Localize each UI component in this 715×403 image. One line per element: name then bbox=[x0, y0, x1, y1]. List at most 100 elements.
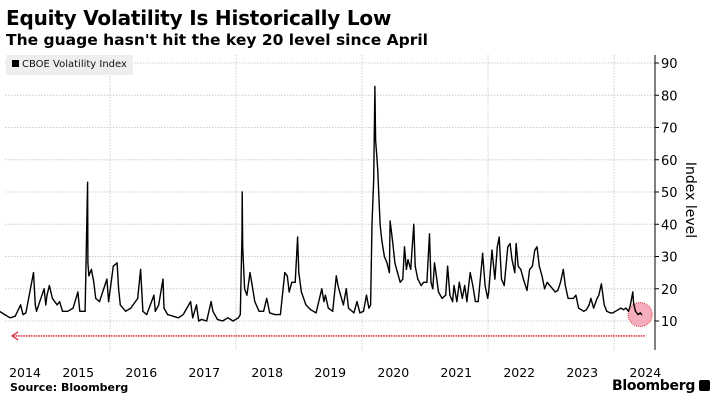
data-point bbox=[381, 239, 383, 241]
highlight-circle bbox=[627, 302, 653, 328]
data-point bbox=[286, 275, 288, 277]
data-point bbox=[572, 297, 574, 299]
data-point bbox=[212, 310, 214, 312]
data-point bbox=[441, 297, 443, 299]
data-point bbox=[629, 304, 632, 306]
data-point bbox=[258, 310, 260, 312]
data-point bbox=[641, 314, 643, 316]
data-point bbox=[634, 310, 637, 312]
data-point bbox=[56, 304, 58, 306]
data-point bbox=[520, 268, 522, 270]
data-point bbox=[507, 246, 509, 248]
data-point bbox=[417, 278, 419, 280]
data-point bbox=[182, 314, 184, 316]
data-point bbox=[294, 281, 296, 283]
data-point bbox=[389, 220, 391, 222]
data-point bbox=[25, 312, 27, 314]
data-point bbox=[200, 318, 203, 320]
data-point bbox=[146, 314, 148, 316]
data-point bbox=[356, 301, 358, 303]
vix-series-line bbox=[0, 85, 643, 322]
data-point bbox=[315, 312, 317, 314]
data-point bbox=[373, 178, 375, 180]
y-tick-label: 80 bbox=[661, 89, 678, 104]
data-point bbox=[469, 272, 471, 274]
data-point bbox=[72, 307, 74, 309]
data-point bbox=[305, 304, 307, 306]
data-point bbox=[154, 310, 156, 312]
data-point bbox=[522, 278, 525, 280]
data-point bbox=[51, 297, 54, 299]
data-point bbox=[464, 284, 466, 287]
data-point bbox=[254, 301, 256, 303]
data-point bbox=[284, 272, 286, 274]
data-point bbox=[9, 317, 11, 319]
data-point bbox=[190, 301, 192, 303]
data-point bbox=[158, 304, 160, 306]
y-tick-label: 30 bbox=[661, 251, 678, 266]
data-point bbox=[300, 291, 302, 293]
y-tick-label: 90 bbox=[661, 57, 678, 72]
data-point bbox=[167, 314, 169, 316]
data-point bbox=[414, 265, 416, 267]
data-point bbox=[377, 168, 379, 170]
data-point bbox=[22, 314, 24, 316]
data-point bbox=[198, 320, 200, 322]
data-point bbox=[241, 191, 243, 193]
data-point bbox=[487, 297, 489, 299]
data-point bbox=[140, 268, 142, 270]
data-point bbox=[580, 309, 582, 311]
data-point bbox=[195, 304, 198, 306]
data-point bbox=[59, 301, 61, 303]
data-point bbox=[376, 152, 378, 154]
data-point bbox=[177, 317, 179, 319]
data-point bbox=[116, 262, 118, 264]
data-point bbox=[466, 301, 468, 303]
data-point bbox=[163, 307, 165, 309]
data-point bbox=[498, 236, 500, 238]
data-point bbox=[327, 307, 329, 309]
data-point bbox=[242, 246, 244, 248]
data-point bbox=[593, 307, 595, 309]
data-point bbox=[496, 246, 498, 248]
data-point bbox=[430, 281, 432, 283]
data-point bbox=[153, 294, 155, 296]
data-point bbox=[162, 278, 164, 280]
data-point bbox=[633, 302, 635, 304]
data-point bbox=[394, 262, 396, 264]
data-point bbox=[210, 301, 212, 303]
data-point bbox=[45, 304, 47, 306]
data-point bbox=[34, 304, 36, 306]
data-point bbox=[263, 310, 265, 312]
data-point bbox=[428, 233, 431, 235]
data-point bbox=[488, 291, 490, 293]
data-point bbox=[125, 310, 127, 312]
data-point bbox=[359, 312, 361, 314]
data-point bbox=[491, 249, 493, 251]
data-point bbox=[472, 284, 474, 287]
data-point bbox=[321, 288, 323, 290]
data-point bbox=[477, 301, 479, 303]
data-point bbox=[368, 307, 370, 309]
data-point bbox=[585, 309, 588, 311]
data-point bbox=[544, 288, 546, 290]
data-point bbox=[396, 272, 399, 274]
data-point bbox=[603, 304, 605, 306]
bloomberg-logo: Bloomberg bbox=[612, 378, 711, 394]
y-tick-label: 70 bbox=[661, 122, 678, 137]
data-point bbox=[423, 281, 425, 283]
data-point bbox=[557, 289, 559, 291]
data-point bbox=[98, 301, 101, 303]
data-point bbox=[403, 246, 406, 248]
data-point bbox=[402, 278, 404, 280]
data-point bbox=[249, 272, 251, 274]
data-point bbox=[620, 307, 622, 309]
data-point bbox=[453, 284, 455, 287]
data-point bbox=[108, 301, 110, 303]
data-point bbox=[578, 307, 580, 309]
data-point bbox=[61, 310, 64, 312]
data-point bbox=[639, 312, 641, 314]
data-point bbox=[517, 265, 519, 267]
data-point bbox=[88, 275, 90, 277]
x-tick-label: 2022 bbox=[503, 365, 535, 380]
